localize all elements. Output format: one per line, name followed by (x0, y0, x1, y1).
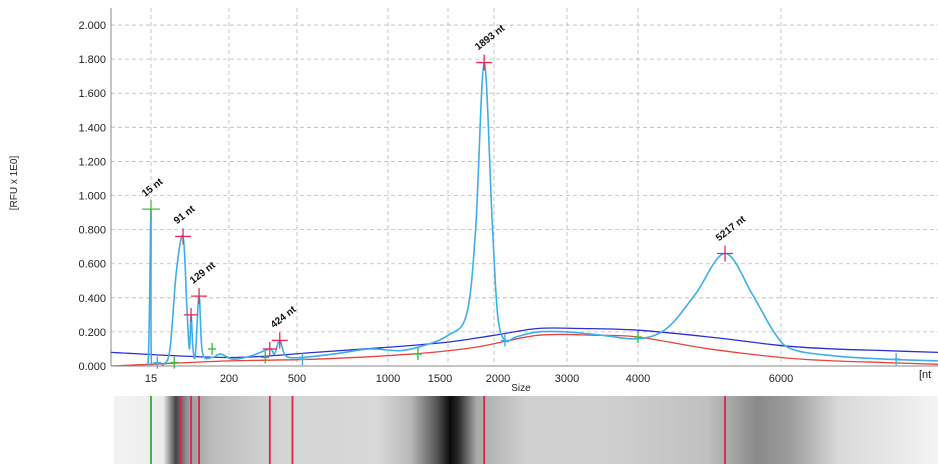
y-tick-label: 2.000 (78, 20, 106, 32)
peak-marker (717, 245, 734, 262)
axes (110, 8, 938, 367)
x-tick-label: 4000 (626, 373, 650, 385)
x-unit-label: [nt (919, 369, 931, 381)
x-tick-label: 1500 (428, 373, 452, 385)
peak-marker (271, 332, 288, 349)
x-tick-label: 200 (220, 373, 238, 385)
y-tick-label: 0.800 (78, 225, 106, 237)
gel-background (114, 396, 938, 464)
peak-marker (184, 307, 199, 322)
y-tick-label: 1.000 (78, 191, 106, 203)
x-axis-label: Size (511, 383, 531, 394)
peak-marker (175, 228, 192, 245)
y-tick-label: 0.000 (78, 361, 106, 373)
x-tick-label: 500 (288, 373, 306, 385)
x-tick-label: 15 (145, 373, 157, 385)
y-tick-label: 0.400 (78, 293, 106, 305)
peak-label: 424 nt (269, 304, 299, 331)
y-tick-label: 1.800 (78, 54, 106, 66)
y-tick-labels: 0.000 0.200 0.400 0.600 0.800 1.000 1.200 1.400… (78, 20, 106, 373)
x-tick-labels: 15 200 500 1000 1500 2000 3000 4000 6000 (145, 373, 793, 385)
peak-label: 15 nt (140, 176, 166, 199)
lower-baseline-line (111, 333, 938, 366)
y-tick-label: 1.200 (78, 156, 106, 168)
peak-markers (142, 54, 901, 369)
gel-image (114, 396, 938, 464)
y-tick-label: 0.200 (78, 327, 106, 339)
trace-line (111, 61, 938, 366)
peak-label: 91 nt (172, 203, 198, 226)
x-tick-label: 1000 (376, 373, 400, 385)
grid (111, 8, 938, 366)
peak-marker (142, 200, 160, 219)
y-tick-label: 1.600 (78, 88, 106, 100)
upper-baseline-line (111, 327, 938, 359)
peak-label: 5217 nt (714, 214, 748, 244)
x-tick-label: 2000 (486, 373, 510, 385)
peak-marker (191, 288, 208, 305)
y-axis-label: [RFU x 1E0] (9, 156, 20, 211)
gel-bands (150, 396, 726, 464)
y-tick-label: 1.400 (78, 122, 106, 134)
peak-marker (262, 341, 277, 356)
y-tick-label: 0.600 (78, 259, 106, 271)
peak-marker (476, 54, 493, 71)
x-tick-label: 3000 (555, 373, 579, 385)
peak-label: 1893 nt (473, 23, 507, 53)
x-tick-label: 6000 (769, 373, 793, 385)
